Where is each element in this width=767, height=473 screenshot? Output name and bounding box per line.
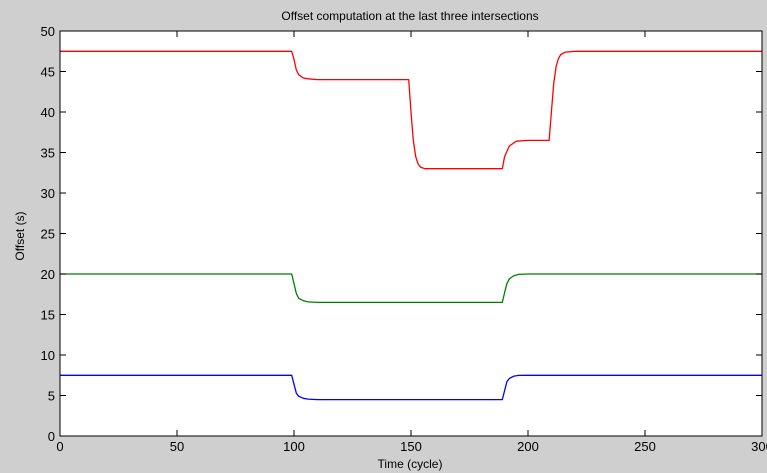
y-tick-label: 30 xyxy=(41,186,55,201)
plot-area xyxy=(60,31,762,436)
x-tick-label: 250 xyxy=(634,439,656,454)
y-tick-label: 5 xyxy=(48,389,55,404)
chart-title: Offset computation at the last three int… xyxy=(281,9,538,23)
series-layer xyxy=(60,50,762,401)
series-line-2 xyxy=(60,273,762,304)
y-tick-label: 50 xyxy=(41,24,55,39)
x-tick-label: 0 xyxy=(56,439,63,454)
x-tick-label: 200 xyxy=(517,439,539,454)
y-tick-label: 35 xyxy=(41,146,55,161)
y-axis-label: Offset (s) xyxy=(13,211,27,260)
y-tick-label: 15 xyxy=(41,308,55,323)
x-tick-label: 50 xyxy=(170,439,184,454)
y-tick-label: 0 xyxy=(48,429,55,444)
y-tick-label: 20 xyxy=(41,267,55,282)
series-line-3 xyxy=(60,374,762,401)
series-line-1 xyxy=(60,50,762,170)
x-tick-label: 150 xyxy=(400,439,422,454)
x-axis-label: Time (cycle) xyxy=(378,457,443,471)
y-tick-label: 45 xyxy=(41,65,55,80)
y-tick-label: 25 xyxy=(41,227,55,242)
y-tick-label: 10 xyxy=(41,348,55,363)
x-tick-label: 300 xyxy=(751,439,767,454)
x-tick-label: 100 xyxy=(283,439,305,454)
y-tick-label: 40 xyxy=(41,105,55,120)
ticks-layer: 0 50 100 150 200 250 300 0 5 10 15 20 25 30 35 40 45 50 xyxy=(41,24,767,454)
